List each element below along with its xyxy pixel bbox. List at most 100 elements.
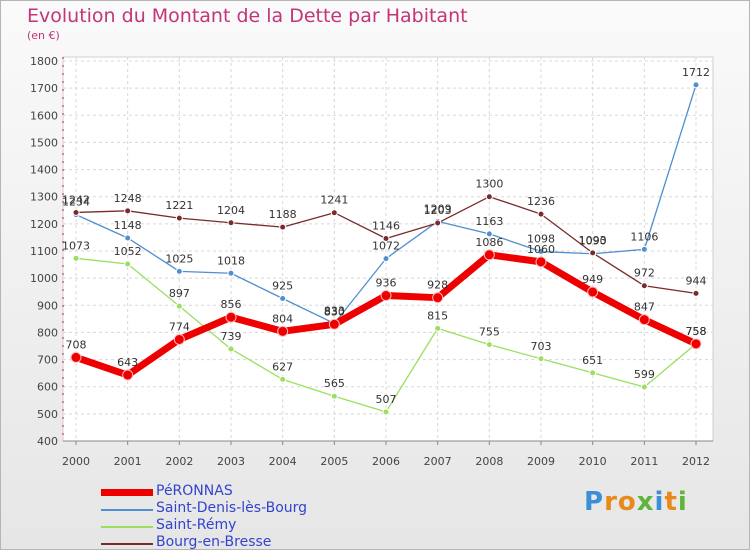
y-tick-label: 1300 [30, 191, 58, 204]
data-point [124, 260, 132, 268]
data-point [382, 235, 390, 243]
x-tick-label: 2003 [217, 455, 245, 468]
data-point [640, 282, 648, 290]
data-point [277, 325, 289, 337]
data-point [173, 333, 185, 345]
data-label: 944 [686, 274, 707, 287]
data-label: 1221 [165, 199, 193, 212]
data-point [483, 249, 495, 261]
data-label: 1242 [62, 193, 90, 206]
data-label: 627 [272, 360, 293, 373]
data-label: 925 [272, 280, 293, 293]
x-tick-label: 2008 [475, 455, 503, 468]
data-label: 897 [169, 287, 190, 300]
data-label: 507 [376, 393, 397, 406]
logo-letter: x [636, 487, 655, 517]
y-tick-label: 400 [37, 435, 58, 448]
data-point [485, 193, 493, 201]
data-point [227, 269, 235, 277]
data-label: 1712 [682, 66, 710, 79]
data-point [587, 286, 599, 298]
data-label: 1209 [424, 202, 452, 215]
data-point [589, 369, 597, 377]
logo-letter: i [654, 487, 665, 517]
data-label: 804 [272, 312, 293, 325]
data-point [640, 383, 648, 391]
data-point [175, 267, 183, 275]
data-point [434, 219, 442, 227]
y-tick-label: 1000 [30, 272, 58, 285]
y-tick-label: 1100 [30, 245, 58, 258]
data-point [382, 408, 390, 416]
data-point [330, 209, 338, 217]
data-label: 1236 [527, 195, 555, 208]
data-label: 936 [376, 277, 397, 290]
data-point [640, 245, 648, 253]
data-point [434, 324, 442, 332]
x-tick-label: 2009 [527, 455, 555, 468]
data-point [122, 369, 134, 381]
y-tick-label: 1500 [30, 136, 58, 149]
data-label: 1146 [372, 220, 400, 233]
data-label: 1248 [114, 192, 142, 205]
data-label: 928 [427, 279, 448, 292]
x-tick-label: 2004 [269, 455, 297, 468]
data-label: 949 [582, 273, 603, 286]
data-label: 1106 [630, 230, 658, 243]
data-point [225, 311, 237, 323]
data-label: 815 [427, 309, 448, 322]
data-label: 1204 [217, 204, 245, 217]
data-label: 1052 [114, 245, 142, 258]
y-tick-label: 1700 [30, 82, 58, 95]
data-label: 1234 [62, 196, 90, 209]
legend-swatch [101, 509, 153, 511]
data-point [638, 314, 650, 326]
data-label: 774 [169, 320, 190, 333]
data-point [227, 219, 235, 227]
x-tick-label: 2010 [579, 455, 607, 468]
plot-area [62, 56, 714, 442]
chart-subtitle: (en €) [27, 29, 60, 42]
legend-label: Saint-Rémy [156, 517, 237, 533]
data-label: 1072 [372, 240, 400, 253]
data-label: 1300 [475, 178, 503, 191]
data-point [124, 207, 132, 215]
data-label: 1188 [269, 208, 297, 221]
data-point [124, 234, 132, 242]
legend-label: Saint-Denis-lès-Bourg [156, 500, 308, 516]
data-label: 758 [686, 325, 707, 338]
logo-letter: r [604, 487, 618, 517]
data-label: 755 [479, 326, 500, 339]
data-point [175, 214, 183, 222]
data-point [485, 230, 493, 238]
data-label: 1090 [579, 235, 607, 248]
logo-letter: i [677, 487, 688, 517]
legend-swatch [101, 489, 153, 496]
y-tick-label: 1400 [30, 164, 58, 177]
data-point [72, 254, 80, 262]
logo-letter: t [664, 487, 678, 517]
data-point [330, 392, 338, 400]
data-point [535, 256, 547, 268]
data-label: 972 [634, 267, 655, 280]
data-point [692, 81, 700, 89]
data-label: 565 [324, 377, 345, 390]
x-tick-label: 2005 [320, 455, 348, 468]
data-label: 1148 [114, 219, 142, 232]
x-tick-label: 2001 [114, 455, 142, 468]
data-label: 830 [324, 305, 345, 318]
x-tick-label: 2000 [62, 455, 90, 468]
data-label: 1060 [527, 243, 555, 256]
data-label: 1163 [475, 215, 503, 228]
data-label: 708 [66, 338, 87, 351]
y-tick-label: 900 [37, 299, 58, 312]
data-point [72, 208, 80, 216]
data-label: 758 [686, 325, 707, 338]
x-tick-label: 2012 [682, 455, 710, 468]
data-label: 833 [324, 304, 345, 317]
y-tick-label: 800 [37, 326, 58, 339]
data-label: 643 [117, 356, 138, 369]
data-label: 599 [634, 368, 655, 381]
